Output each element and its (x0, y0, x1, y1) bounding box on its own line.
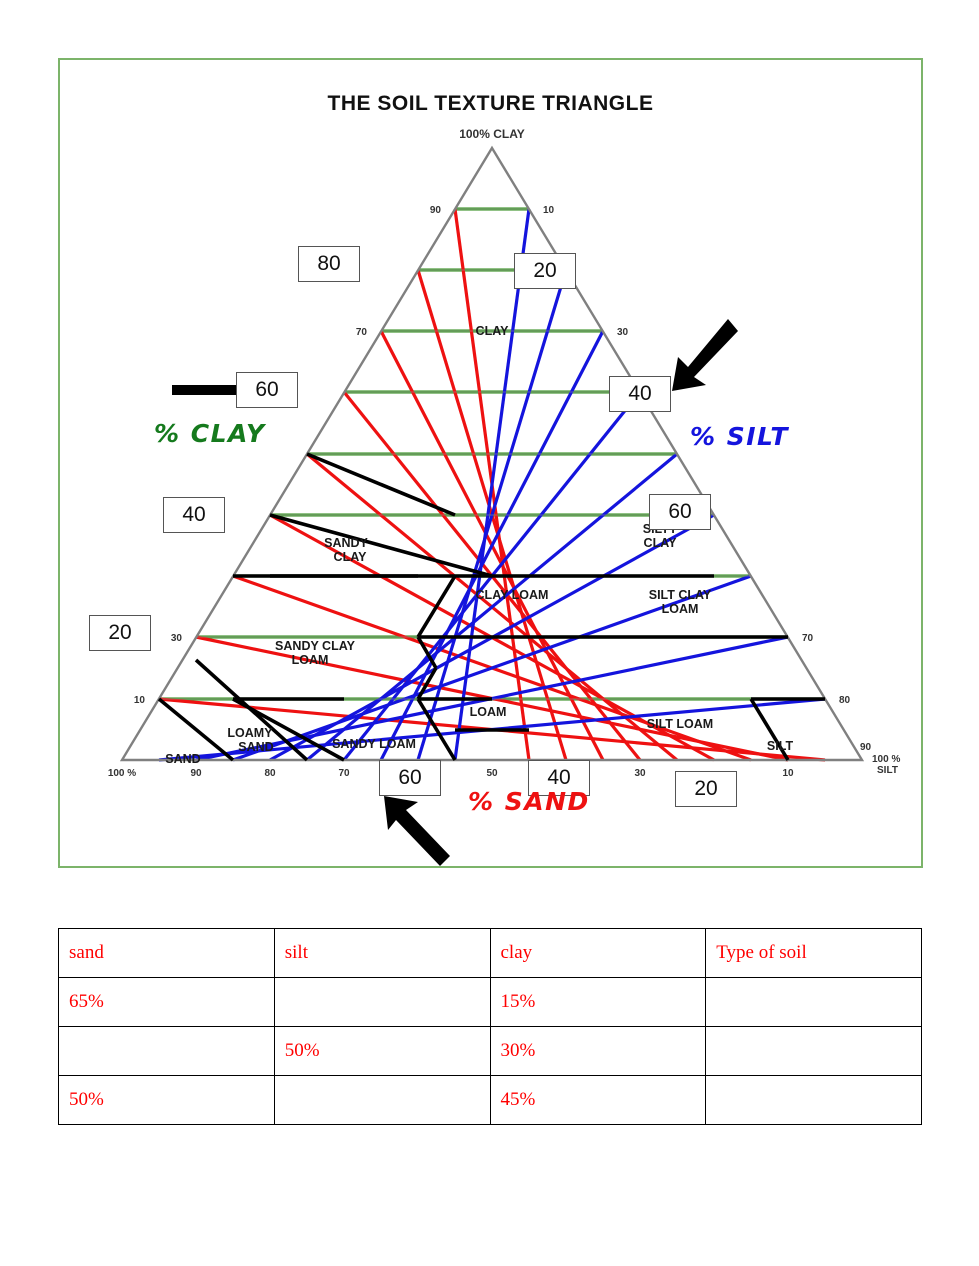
column-header-type-of-soil: Type of soil (705, 928, 922, 978)
cell-type-of-soil[interactable] (705, 1075, 922, 1125)
tick-clay-10: 10 (134, 695, 146, 706)
axis-tick-labels: 90 70 30 10 10 30 70 80 90 100 % 90 80 7… (108, 205, 872, 779)
table-header-row: sand silt clay Type of soil (58, 928, 922, 978)
label-sand: SAND (165, 752, 200, 766)
tick-silt-90: 90 (860, 742, 872, 753)
cell-clay[interactable]: 15% (489, 977, 707, 1027)
column-header-silt: silt (273, 928, 491, 978)
label-sandy-clay-2: CLAY (334, 550, 368, 564)
apex-label-clay: 100% CLAY (459, 127, 525, 141)
soil-texture-triangle-diagram: 90 70 30 10 10 30 70 80 90 100 % 90 80 7… (108, 127, 901, 779)
callout-sand-60[interactable]: 60 (379, 760, 441, 796)
callout-silt-20[interactable]: 20 (514, 253, 576, 289)
arrow-pointing-to-sand-60 (384, 796, 450, 866)
tick-sand-90: 90 (190, 768, 202, 779)
label-clay-loam: CLAY LOAM (476, 588, 549, 602)
grid-mesh (159, 208, 825, 700)
callout-clay-20[interactable]: 20 (89, 615, 151, 651)
cell-silt[interactable] (273, 1075, 491, 1125)
label-sandy-clay-loam-2: LOAM (292, 653, 329, 667)
cell-sand[interactable]: 50% (58, 1075, 275, 1125)
label-silt-loam: SILT LOAM (647, 717, 713, 731)
label-sandy-clay-1: SANDY (324, 536, 368, 550)
callout-silt-40[interactable]: 40 (609, 376, 671, 412)
tick-silt-80: 80 (839, 695, 851, 706)
label-silt-clay-loam-1: SILT CLAY (649, 588, 712, 602)
callout-silt-60[interactable]: 60 (649, 494, 711, 530)
label-clay: CLAY (476, 324, 510, 338)
soil-worksheet-table: sand silt clay Type of soil 65% 15% 50% … (58, 928, 922, 1125)
silt-gridlines (158, 208, 826, 762)
label-silt-clay-loam-2: LOAM (662, 602, 699, 616)
callout-clay-60[interactable]: 60 (236, 372, 298, 408)
cell-sand[interactable]: 65% (58, 977, 275, 1027)
cell-sand[interactable] (58, 1026, 275, 1076)
cell-type-of-soil[interactable] (705, 1026, 922, 1076)
callout-clay-40[interactable]: 40 (163, 497, 225, 533)
label-sandy-clay-loam-1: SANDY CLAY (275, 639, 356, 653)
corner-label-silt-line2: SILT (877, 765, 898, 776)
tick-clay-70: 70 (356, 327, 368, 338)
callout-sand-40[interactable]: 40 (528, 760, 590, 796)
axis-caption-silt: % SILT (690, 422, 789, 451)
cell-clay[interactable]: 45% (489, 1075, 707, 1125)
chart-title: THE SOIL TEXTURE TRIANGLE (327, 92, 654, 115)
cell-clay[interactable]: 30% (489, 1026, 707, 1076)
tick-silt-10: 10 (543, 205, 555, 216)
arrow-pointing-to-silt-40 (672, 319, 738, 391)
tick-sand-70: 70 (338, 768, 350, 779)
label-silty-clay-2: CLAY (644, 536, 678, 550)
axis-caption-sand: % SAND (468, 787, 590, 816)
label-loamy-sand-1: LOAMY (227, 726, 273, 740)
label-sandy-loam: SANDY LOAM (332, 737, 416, 751)
tick-silt-70: 70 (802, 633, 814, 644)
callout-clay-80[interactable]: 80 (298, 246, 360, 282)
tick-clay-90: 90 (430, 205, 442, 216)
tick-sand-30: 30 (634, 768, 646, 779)
corner-label-silt-line1: 100 % (872, 754, 900, 765)
column-header-sand: sand (58, 928, 275, 978)
tick-sand-80: 80 (264, 768, 276, 779)
axis-caption-clay: % CLAY (154, 419, 266, 448)
soil-class-labels: CLAY SANDY CLAY SILTY CLAY CLAY LOAM SIL… (165, 324, 793, 766)
table-row: 50% 45% (58, 1075, 922, 1125)
table-row: 50% 30% (58, 1026, 922, 1076)
label-loamy-sand-2: SAND (238, 740, 273, 754)
tick-silt-30: 30 (617, 327, 629, 338)
tick-clay-30: 30 (171, 633, 183, 644)
label-silt: SILT (767, 739, 794, 753)
cell-silt[interactable]: 50% (273, 1026, 491, 1076)
column-header-clay: clay (489, 928, 707, 978)
label-loam: LOAM (470, 705, 507, 719)
callout-sand-20[interactable]: 20 (675, 771, 737, 807)
cell-silt[interactable] (273, 977, 491, 1027)
table-row: 65% 15% (58, 977, 922, 1027)
cell-type-of-soil[interactable] (705, 977, 922, 1027)
soil-triangle-figure: THE SOIL TEXTURE TRIANGLE (58, 58, 923, 868)
class-boundaries (157, 452, 825, 762)
tick-sand-50: 50 (486, 768, 498, 779)
tick-sand-10: 10 (782, 768, 794, 779)
tick-sand-100: 100 % (108, 768, 136, 779)
